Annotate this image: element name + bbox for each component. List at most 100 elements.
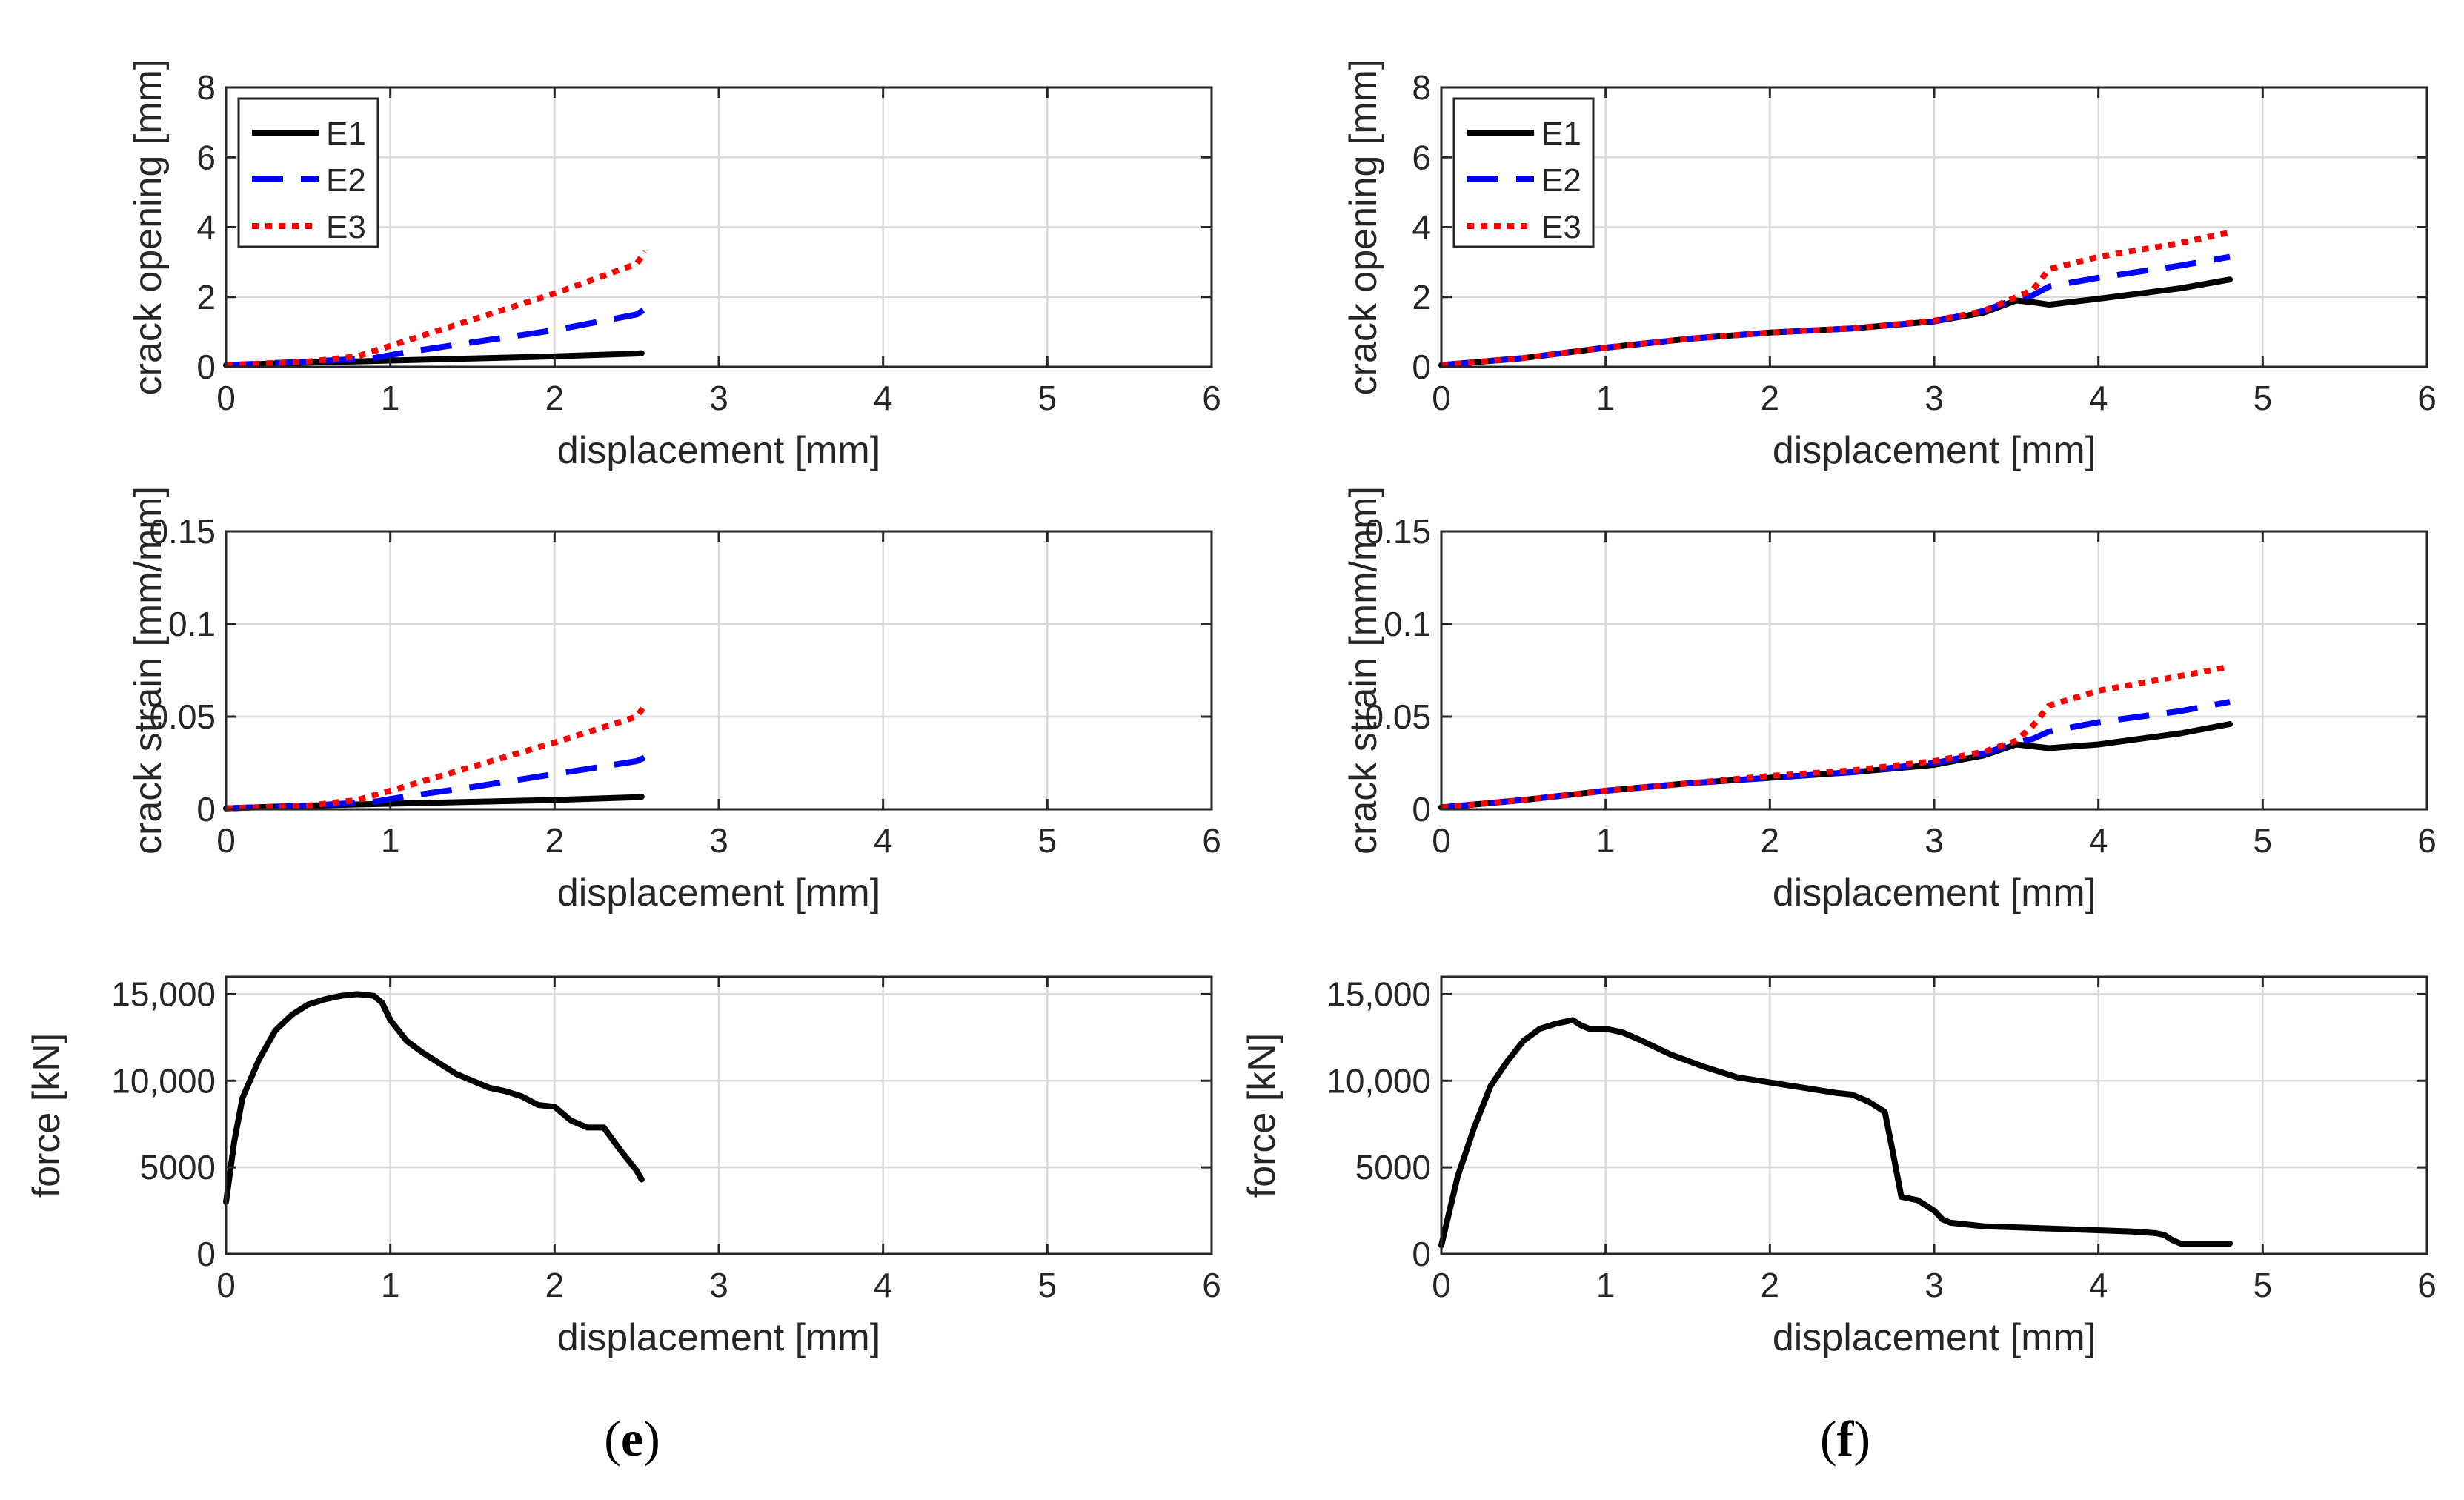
panel-f-chart-1-xtick-label-5: 5 <box>2254 379 2273 417</box>
caption-f: (f) <box>1820 1410 1870 1467</box>
panel-f-chart-1-xtick-label-4: 4 <box>2089 379 2108 417</box>
panel-f-chart-1-ylabel: crack opening [mm] <box>1342 59 1385 396</box>
panel-f-chart-3-ytick-label-0: 0 <box>1412 1235 1431 1273</box>
caption-e: (e) <box>604 1410 660 1467</box>
panel-e-chart-2-xtick-label-3: 3 <box>709 821 728 860</box>
panel-f-chart-3-xtick-label-0: 0 <box>1432 1266 1451 1304</box>
caption-f-text: (f) <box>1820 1410 1870 1467</box>
panel-e-chart-1-legend-box <box>237 97 379 248</box>
panel-f-chart-1-ytick-label-1: 2 <box>1412 278 1431 316</box>
panel-e-chart-3-xtick-label-3: 3 <box>709 1266 728 1304</box>
panel-e-chart-1-xtick-label-0: 0 <box>216 379 236 417</box>
panel-e-chart-3-ylabel: force [kN] <box>25 1033 68 1198</box>
panel-e-chart-2-xtick-label-5: 5 <box>1038 821 1057 860</box>
panel-e-chart-3-ytick-label-2: 10,000 <box>111 1061 216 1100</box>
panel-e-chart-1-xtick-label-5: 5 <box>1038 379 1057 417</box>
panel-e-chart-2-xtick-label-4: 4 <box>874 821 893 860</box>
panel-e-chart-2-xtick-label-1: 1 <box>381 821 400 860</box>
panel-e-chart-3-xtick-label-2: 2 <box>545 1266 565 1304</box>
panel-f-chart-2-ytick-label-3: 0.15 <box>1364 512 1431 551</box>
panel-f-chart-2-xtick-label-2: 2 <box>1761 821 1780 860</box>
panel-f-chart-1-legend-label-e1: E1 <box>1541 116 1581 152</box>
panel-f-chart-1-xtick-label-1: 1 <box>1596 379 1615 417</box>
panel-e-chart-1-ytick-label-4: 8 <box>196 68 216 107</box>
panel-f-chart-1-series-e2 <box>1441 253 2231 368</box>
panel-e-chart-2-xtick-label-0: 0 <box>216 821 236 860</box>
panel-f-chart-2-ytick-label-1: 0.05 <box>1364 697 1431 736</box>
panel-f-chart-2-series-e2 <box>1441 699 2231 811</box>
panel-f-chart-1-ytick-label-3: 6 <box>1412 138 1431 176</box>
panel-e-chart-1-series-e2 <box>225 306 647 368</box>
panel-f-chart-2: 0 1 2 3 4 5 6 0 0.05 0.1 0.15 displacement [mm] crac… <box>1342 486 2437 915</box>
caption-e-text: (e) <box>604 1410 660 1467</box>
panel-e-chart-3-xtick-label-4: 4 <box>874 1266 893 1304</box>
plots-layer: 0 1 2 3 4 5 6 0 2 4 6 8 displacement [mm] crack openi… <box>25 59 2437 1359</box>
panel-f-chart-2-xtick-label-1: 1 <box>1596 821 1615 860</box>
panel-e-chart-3: 0 1 2 3 4 5 6 0 5000 10,000 15,000 displacement [mm… <box>25 975 1221 1359</box>
panel-e-chart-1-xtick-label-3: 3 <box>709 379 728 417</box>
panel-e-chart-1-ytick-label-3: 6 <box>196 138 216 176</box>
panel-e-chart-1-legend-label-e3: E3 <box>326 209 366 245</box>
panel-e-chart-1: 0 1 2 3 4 5 6 0 2 4 6 8 displacement [mm] crack openi… <box>127 59 1221 472</box>
panel-e-chart-1-ytick-label-0: 0 <box>196 348 216 386</box>
panel-f-chart-2-ytick-label-0: 0 <box>1412 790 1431 829</box>
panel-e-chart-1-ylabel: crack opening [mm] <box>127 59 170 396</box>
panel-f-chart-3-xtick-label-4: 4 <box>2089 1266 2108 1304</box>
panel-e-chart-3-ytick-label-3: 15,000 <box>111 975 216 1013</box>
panel-e-chart-1-xlabel: displacement [mm] <box>557 429 880 472</box>
panel-e-chart-1-xtick-label-2: 2 <box>545 379 565 417</box>
panel-f-chart-2-xtick-label-3: 3 <box>1925 821 1944 860</box>
panel-e-chart-2-ylabel: crack strain [mm/mm] <box>127 486 170 854</box>
panel-f-chart-2-xtick-label-6: 6 <box>2417 821 2437 860</box>
panel-f-chart-1-legend-box <box>1452 97 1595 248</box>
panel-f-chart-2-xtick-label-4: 4 <box>2089 821 2108 860</box>
panel-e-chart-3-xtick-label-0: 0 <box>216 1266 236 1304</box>
panel-f-chart-2-ytick-label-2: 0.1 <box>1384 605 1431 643</box>
panel-e-chart-2-xtick-label-6: 6 <box>1202 821 1221 860</box>
panel-e-chart-1-legend: E1 E2 E3 <box>237 97 379 248</box>
panel-e-chart-2-ytick-label-2: 0.1 <box>168 605 216 643</box>
panel-f-chart-3-xtick-label-5: 5 <box>2254 1266 2273 1304</box>
panel-f-chart-2-xlabel: displacement [mm] <box>1773 872 2096 915</box>
panel-f-chart-1-xtick-label-3: 3 <box>1925 379 1944 417</box>
panel-e-chart-2-ytick-label-3: 0.15 <box>149 512 216 551</box>
panel-e-chart-1-xtick-label-1: 1 <box>381 379 400 417</box>
panel-f-chart-1-legend-label-e3: E3 <box>1541 209 1581 245</box>
panel-f-chart-3-ytick-label-3: 15,000 <box>1326 975 1431 1013</box>
panel-e-chart-2-xtick-label-2: 2 <box>545 821 565 860</box>
panel-f-chart-1-xlabel: displacement [mm] <box>1773 429 2096 472</box>
panel-e-chart-3-ytick-label-1: 5000 <box>140 1148 216 1187</box>
panel-f-chart-3-xlabel: displacement [mm] <box>1773 1316 2096 1359</box>
panel-f-chart-3-ytick-label-2: 10,000 <box>1326 1061 1431 1100</box>
panel-e-chart-2-ytick-label-1: 0.05 <box>149 697 216 736</box>
panel-f-chart-1-ytick-label-2: 4 <box>1412 208 1431 247</box>
panel-e-chart-1-legend-label-e2: E2 <box>326 162 366 199</box>
panel-e-chart-3-ytick-label-0: 0 <box>196 1235 216 1273</box>
panel-f-chart-1-xtick-label-2: 2 <box>1761 379 1780 417</box>
panel-f-chart-1: 0 1 2 3 4 5 6 0 2 4 6 8 displacement [mm] crack openi… <box>1342 59 2437 472</box>
panel-f-chart-3-xtick-label-3: 3 <box>1925 1266 1944 1304</box>
panel-e-chart-3-xtick-label-1: 1 <box>381 1266 400 1304</box>
panel-f-chart-1-xtick-label-6: 6 <box>2417 379 2437 417</box>
panel-f-chart-3-xtick-label-2: 2 <box>1761 1266 1780 1304</box>
panel-f-chart-1-ytick-label-0: 0 <box>1412 348 1431 386</box>
panel-e-chart-2-ytick-label-0: 0 <box>196 790 216 829</box>
panel-e-chart-3-xlabel: displacement [mm] <box>557 1316 880 1359</box>
panel-f-chart-2-xtick-label-0: 0 <box>1432 821 1451 860</box>
panel-f-chart-1-legend-label-e2: E2 <box>1541 162 1581 199</box>
panel-e-chart-1-xtick-label-4: 4 <box>874 379 893 417</box>
panel-f-chart-2-xtick-label-5: 5 <box>2254 821 2273 860</box>
panel-f-chart-3-xtick-label-6: 6 <box>2417 1266 2437 1304</box>
panel-e-chart-1-ytick-label-2: 4 <box>196 208 216 247</box>
panel-f-chart-1-series-e3 <box>1441 229 2231 368</box>
panel-e-chart-1-xtick-label-6: 6 <box>1202 379 1221 417</box>
caption-e-letter: e <box>621 1410 643 1467</box>
panel-e-chart-1-ytick-label-1: 2 <box>196 278 216 316</box>
panel-f-chart-3-ytick-label-1: 5000 <box>1355 1148 1431 1187</box>
panel-e-chart-3-xtick-label-5: 5 <box>1038 1266 1057 1304</box>
panel-e-chart-2: 0 1 2 3 4 5 6 0 0.05 0.1 0.15 displacement [mm] crac… <box>127 486 1221 915</box>
panel-e-chart-2-series-e2 <box>225 754 646 812</box>
panel-f-chart-2-ylabel: crack strain [mm/mm] <box>1342 486 1385 854</box>
panel-e-chart-2-xlabel: displacement [mm] <box>557 872 880 915</box>
panel-e-chart-3-series-force <box>223 991 645 1205</box>
